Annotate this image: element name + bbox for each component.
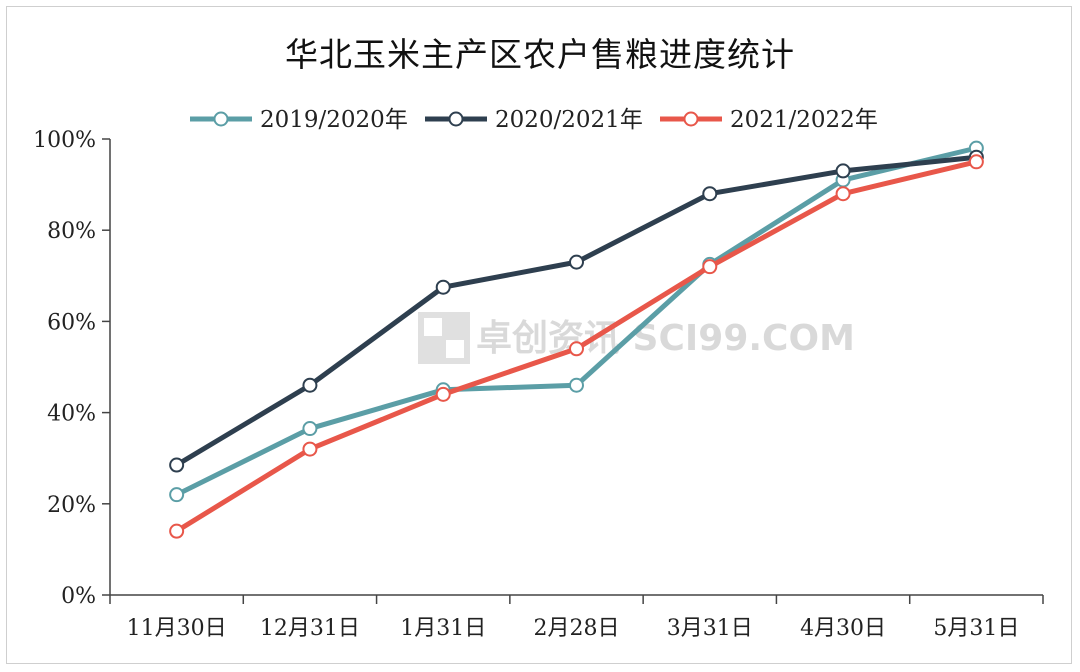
- x-tick-label: 11月30日: [127, 616, 227, 641]
- series-line: [175, 154, 977, 468]
- data-point: [169, 457, 185, 473]
- data-point: [702, 186, 718, 202]
- data-point: [435, 279, 451, 295]
- data-point: [302, 377, 318, 393]
- series-3: [169, 154, 984, 539]
- legend-marker: [683, 111, 699, 127]
- watermark: 卓创资讯 SCI99.COM: [418, 312, 855, 364]
- data-point: [169, 523, 185, 539]
- data-point: [968, 154, 984, 170]
- data-point: [302, 441, 318, 457]
- data-point: [835, 163, 851, 179]
- legend-label: 2019/2020年: [260, 107, 408, 133]
- legend-marker: [213, 111, 229, 127]
- x-tick-label: 2月28日: [534, 616, 620, 641]
- x-tick-label: 4月30日: [800, 616, 886, 641]
- watermark-logo: [418, 312, 470, 364]
- x-tick-label: 5月31日: [933, 616, 1019, 641]
- y-tick-label: 20%: [47, 493, 96, 518]
- y-tick-label: 0%: [61, 584, 96, 609]
- y-tick-label: 60%: [47, 310, 96, 335]
- data-point: [569, 377, 584, 393]
- series-2: [169, 149, 984, 473]
- y-tick-label: 100%: [33, 128, 96, 153]
- data-point: [169, 487, 185, 503]
- legend-item: 2021/2022年: [660, 107, 878, 133]
- watermark-text: 卓创资讯 SCI99.COM: [476, 318, 855, 359]
- x-tick-label: 12月31日: [260, 616, 360, 641]
- data-point: [435, 386, 451, 402]
- data-point: [702, 259, 718, 275]
- y-tick-label: 80%: [47, 219, 96, 244]
- y-tick-label: 40%: [47, 402, 96, 427]
- legend-item: 2019/2020年: [190, 107, 408, 133]
- legend-label: 2020/2021年: [495, 107, 643, 133]
- chart-title: 华北玉米主产区农户售粮进度统计: [285, 35, 795, 74]
- x-tick-label: 3月31日: [667, 616, 753, 641]
- data-point: [569, 341, 584, 357]
- legend-label: 2021/2022年: [730, 107, 878, 133]
- x-tick-label: 1月31日: [400, 616, 486, 641]
- series-lines: [169, 140, 984, 539]
- data-point: [835, 186, 851, 202]
- legend-item: 2020/2021年: [425, 107, 643, 133]
- data-point: [569, 254, 584, 270]
- axes: 0% 20% 40% 60% 80% 100% 11月30日 12月31日 1月31日 2月28日…: [33, 128, 1044, 641]
- data-point: [302, 421, 318, 437]
- chart-frame: [6, 6, 1072, 664]
- legend-marker: [448, 111, 464, 127]
- legend: 2019/2020年 2020/2021年 2021/2022年: [190, 107, 878, 133]
